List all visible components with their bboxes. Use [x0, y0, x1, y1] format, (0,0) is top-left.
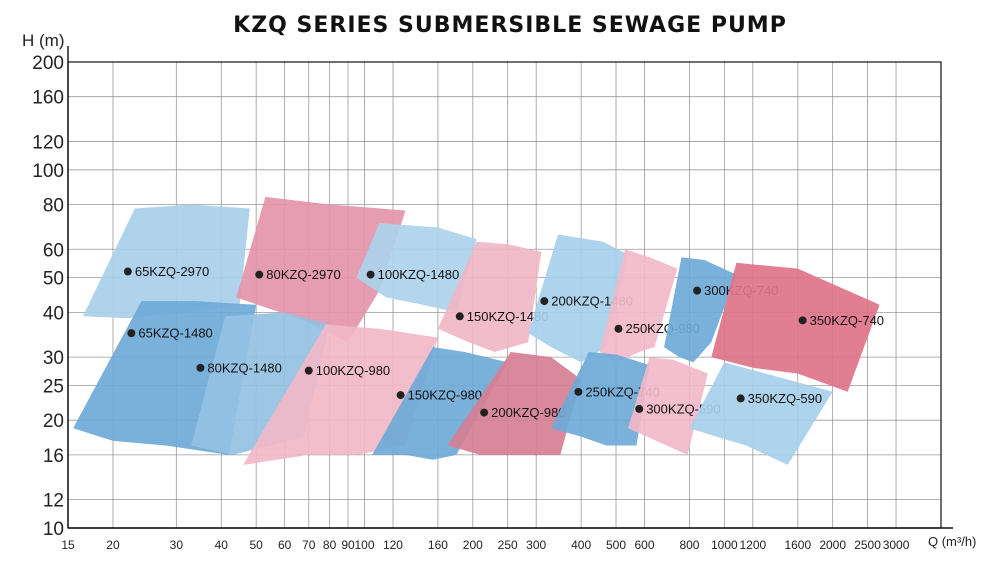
- y-tick-label: 20: [43, 411, 64, 432]
- region-marker: [693, 286, 702, 295]
- x-tick-label: 20: [106, 538, 120, 552]
- y-tick-label: 25: [43, 376, 64, 397]
- region-marker: [127, 329, 136, 338]
- x-tick-label: 50: [249, 538, 263, 552]
- y-tick-label: 100: [32, 161, 64, 182]
- x-tick-label: 40: [215, 538, 229, 552]
- region-marker: [635, 404, 644, 413]
- x-axis-label: Q (m³/h): [928, 534, 976, 549]
- region-150KZQ-980: [372, 347, 508, 460]
- region-150KZQ-1480: [437, 241, 542, 352]
- region-200KZQ-1480: [528, 234, 628, 363]
- region-marker: [736, 394, 745, 403]
- region-label: 150KZQ-980: [408, 388, 482, 403]
- x-tick-label: 300: [526, 538, 546, 552]
- x-tick-label: 2000: [819, 538, 846, 552]
- region-label: 100KZQ-980: [316, 363, 390, 378]
- region-marker: [798, 316, 807, 325]
- region-65KZQ-2970: [82, 204, 250, 319]
- y-tick-label: 60: [43, 240, 64, 261]
- x-tick-label: 2500: [854, 538, 881, 552]
- region-marker: [366, 270, 375, 279]
- x-tick-label: 3000: [883, 538, 910, 552]
- region-label: 65KZQ-2970: [135, 264, 209, 279]
- region-marker: [480, 408, 489, 417]
- region-marker: [614, 324, 623, 333]
- region-100KZQ-1480: [356, 223, 477, 313]
- x-tick-label: 250: [498, 538, 518, 552]
- y-tick-label: 80: [43, 196, 64, 217]
- x-tick-label: 80: [323, 538, 337, 552]
- region-label: 65KZQ-1480: [138, 326, 212, 341]
- x-tick-label: 1600: [784, 538, 811, 552]
- x-tick-label: 30: [170, 538, 184, 552]
- x-tick-label: 800: [679, 538, 699, 552]
- x-tick-label: 200: [463, 538, 483, 552]
- y-tick-label: 12: [43, 491, 64, 512]
- region-200KZQ-980: [447, 352, 582, 455]
- y-tick-label: 30: [43, 348, 64, 369]
- y-tick-label: 50: [43, 269, 64, 290]
- x-tick-label: 400: [571, 538, 591, 552]
- y-axis-label: H (m): [22, 31, 64, 50]
- region-label: 350KZQ-740: [810, 313, 884, 328]
- region-300KZQ-590: [628, 357, 708, 455]
- x-tick-label: 160: [428, 538, 448, 552]
- y-tick-label: 200: [32, 53, 64, 74]
- region-label: 200KZQ-980: [491, 405, 565, 420]
- pump-regions: 65KZQ-2970 80KZQ-2970 100KZQ-1480 150KZQ-14…: [73, 196, 884, 465]
- x-tick-label: 500: [606, 538, 626, 552]
- x-tick-label: 100: [354, 538, 374, 552]
- region-marker: [396, 391, 405, 400]
- chart-title: KZQ SERIES SUBMERSIBLE SEWAGE PUMP: [233, 13, 787, 38]
- region-250KZQ-740: [551, 352, 650, 446]
- region-80KZQ-2970: [236, 196, 406, 343]
- region-marker: [304, 366, 313, 375]
- y-tick-label: 16: [43, 446, 64, 467]
- region-label: 80KZQ-2970: [266, 267, 340, 282]
- x-tick-label: 15: [61, 538, 75, 552]
- region-marker: [196, 363, 205, 372]
- y-tick-label: 120: [32, 132, 64, 153]
- region-marker: [255, 270, 264, 279]
- region-300KZQ-740: [664, 257, 737, 363]
- region-350KZQ-590: [689, 362, 833, 465]
- x-tick-label: 90: [341, 538, 355, 552]
- x-tick-label: 600: [634, 538, 654, 552]
- region-marker: [540, 297, 549, 306]
- x-tick-label: 1000: [711, 538, 738, 552]
- region-label: 80KZQ-1480: [207, 360, 281, 375]
- region-marker: [123, 267, 132, 276]
- x-tick-label: 1200: [739, 538, 766, 552]
- x-tick-label: 60: [278, 538, 292, 552]
- region-marker: [574, 387, 583, 396]
- x-tick-label: 120: [383, 538, 403, 552]
- region-marker: [455, 312, 464, 321]
- x-tick-label: 70: [302, 538, 316, 552]
- region-label: 150KZQ-1480: [467, 309, 549, 324]
- region-label: 100KZQ-1480: [378, 267, 460, 282]
- region-350KZQ-740: [711, 262, 880, 392]
- y-tick-label: 40: [43, 303, 64, 324]
- y-tick-label: 160: [32, 88, 64, 109]
- axes: 10 12 16 20 25 30 40 50 60 80 100 120 160 200 15 20 30 40…: [32, 46, 953, 552]
- region-label: 350KZQ-590: [748, 391, 822, 406]
- region-250KZQ-980: [599, 249, 678, 363]
- y-tick-label: 10: [43, 519, 64, 540]
